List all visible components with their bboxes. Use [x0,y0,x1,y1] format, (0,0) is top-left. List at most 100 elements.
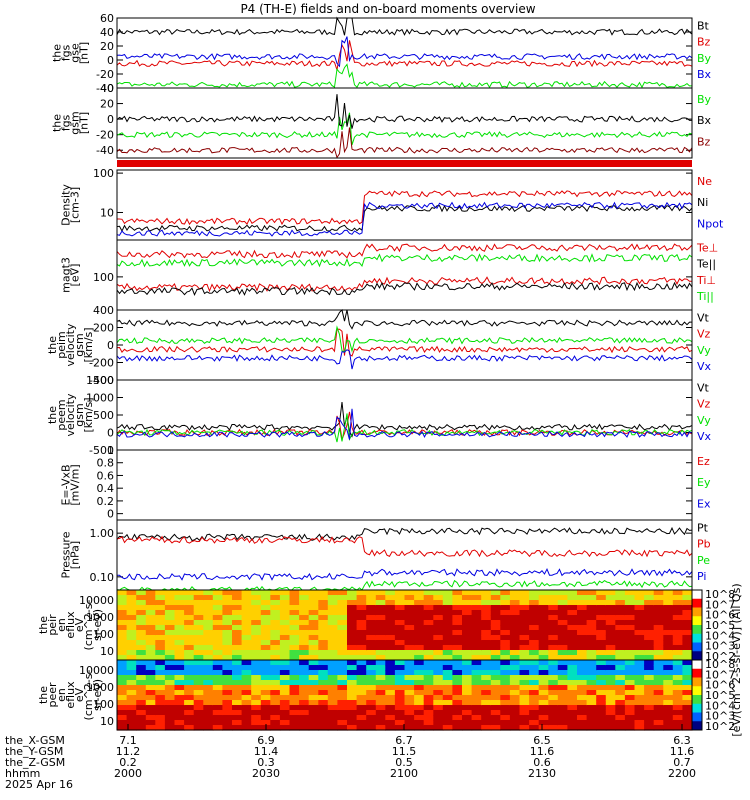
heatmap-cell [126,705,137,711]
heatmap-cell [193,680,204,686]
heatmap-cell [241,695,252,701]
heatmap-cell [423,680,434,686]
heatmap-cell [385,650,396,656]
heatmap-cell [308,705,319,711]
heatmap-cell [538,620,549,626]
heatmap-cell [327,645,338,651]
heatmap-cell [299,630,310,636]
heatmap-cell [557,715,568,721]
heatmap-cell [337,710,348,716]
heatmap-cell [145,720,156,726]
heatmap-cell [174,705,185,711]
y-tick-label: 100 [93,628,114,641]
x-tick-label: 6.5 [533,734,551,747]
heatmap-cell [356,635,367,641]
heatmap-cell [433,620,444,626]
heatmap-cell [394,640,406,646]
panel-9: thepeirenefluxeV(cm^2-s-sr-eV)1000010001… [37,588,735,663]
heatmap-cell [615,680,626,686]
y-axis-label: the [51,114,64,132]
heatmap-cell [270,650,281,656]
heatmap-cell [164,665,176,671]
heatmap-cell [462,605,473,611]
heatmap-cell [519,685,530,691]
heatmap-cell [509,685,521,691]
colorbar-segment [692,642,702,652]
heatmap-cell [490,600,501,606]
heatmap-cell [653,680,664,686]
heatmap-cell [414,700,425,706]
heatmap-cell [308,695,319,701]
heatmap-cell [126,665,137,671]
heatmap-cell [270,635,281,641]
heatmap-cell [318,640,329,646]
heatmap-cell [481,715,492,721]
heatmap-cell [126,635,137,641]
heatmap-cell [414,605,425,611]
heatmap-cell [490,695,501,701]
heatmap-cell [682,690,693,696]
heatmap-cell [529,625,540,631]
heatmap-cell [548,655,559,661]
heatmap-cell [318,615,329,621]
x-tick-label: 6.9 [257,734,275,747]
heatmap-cell [509,635,521,641]
heatmap-cell [682,710,693,716]
heatmap-cell [251,625,262,631]
heatmap-cell [347,700,358,706]
heatmap-cell [174,725,185,731]
heatmap-cell [289,625,300,631]
heatmap-cell [529,700,540,706]
heatmap-cell [414,635,425,641]
heatmap-cell [164,635,176,641]
heatmap-cell [682,590,693,596]
heatmap-cell [366,700,377,706]
heatmap-cell [270,715,281,721]
heatmap-cell [471,670,482,676]
colorbar-segment [692,695,702,705]
heatmap-cell [184,670,195,676]
heatmap-cell [385,620,396,626]
heatmap-cell [538,710,549,716]
heatmap-cell [337,715,348,721]
heatmap-cell [366,625,377,631]
y-tick-label: -200 [89,357,114,370]
heatmap-cell [615,705,626,711]
heatmap-cell [136,640,147,646]
y-axis-label: eflux [64,681,77,709]
heatmap-cell [596,635,607,641]
heatmap-cell [423,695,434,701]
heatmap-cell [289,650,300,656]
heatmap-cell [567,700,578,706]
heatmap-cell [375,610,386,616]
heatmap-cell [414,600,425,606]
heatmap-cell [557,635,568,641]
heatmap-cell [586,620,597,626]
heatmap-cell [423,710,434,716]
y-tick-label: 10000 [79,664,114,677]
heatmap-cell [203,605,214,611]
x-tick-label: 6.3 [673,734,691,747]
heatmap-cell [653,635,664,641]
heatmap-cell [232,665,243,671]
heatmap-cell [117,635,128,641]
heatmap-cell [318,720,329,726]
heatmap-cell [538,715,549,721]
heatmap-cell [260,630,271,636]
heatmap-cell [375,685,386,691]
heatmap-cell [567,710,578,716]
heatmap-cell [308,590,319,596]
heatmap-cell [289,720,300,726]
heatmap-cell [500,715,511,721]
heatmap-cell [442,630,453,636]
heatmap-cell [452,595,463,601]
legend-entry: Npot [697,217,724,230]
heatmap-cell [500,675,511,681]
heatmap-cell [356,705,367,711]
heatmap-cell [289,710,300,716]
heatmap-cell [327,680,338,686]
heatmap-cell [414,615,425,621]
heatmap-cell [270,610,281,616]
colorbar-tick-label: 10^8 [705,658,735,671]
heatmap-cell [394,695,406,701]
